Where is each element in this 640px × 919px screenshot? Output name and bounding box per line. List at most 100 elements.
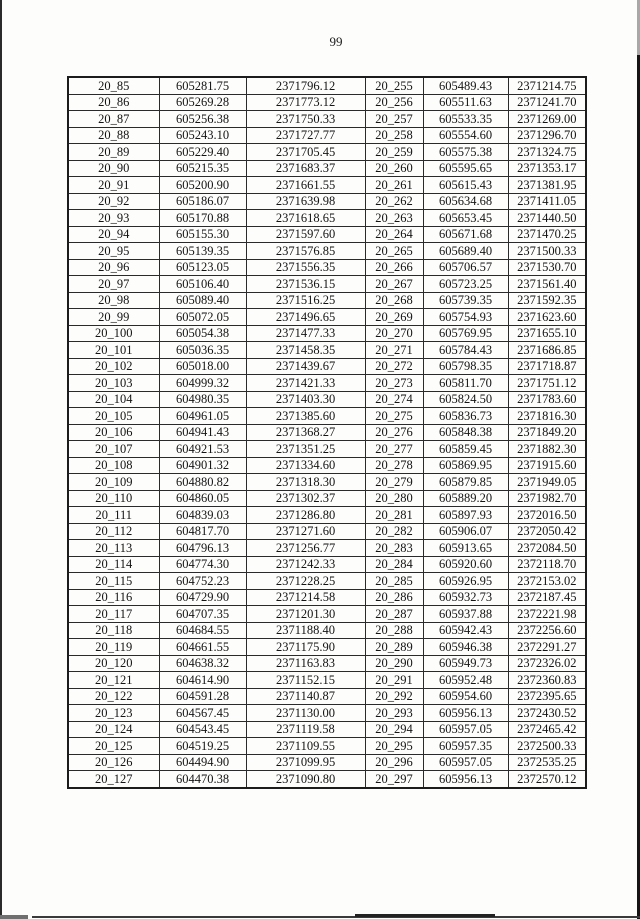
table-cell: 20_97 <box>67 275 160 293</box>
coordinate-table: 20_85 605281.75 2371796.12 20_255 605489.43 2… <box>67 76 587 789</box>
table-cell: 2371090.80 <box>245 770 366 788</box>
table-cell: 2371597.60 <box>245 225 366 243</box>
table-cell: 604494.90 <box>158 753 247 771</box>
table-cell: 20_114 <box>67 555 160 573</box>
table-cell: 20_102 <box>67 357 160 375</box>
table-cell: 605949.73 <box>422 654 509 672</box>
table-cell: 605926.95 <box>422 572 509 590</box>
table-cell: 2371516.25 <box>245 291 366 309</box>
table-cell: 605942.43 <box>422 621 509 639</box>
table-cell: 20_124 <box>67 720 160 738</box>
table-cell: 2371163.83 <box>245 654 366 672</box>
table-row: 20_117 604707.35 2371201.30 20_287 605937.88… <box>67 605 587 623</box>
table-cell: 2372118.70 <box>507 555 587 573</box>
table-cell: 2371949.05 <box>507 473 587 491</box>
table-cell: 605824.50 <box>422 390 509 408</box>
table-cell: 20_113 <box>67 539 160 557</box>
table-row: 20_99 605072.05 2371496.65 20_269 605754.93 2… <box>67 308 587 326</box>
table-cell: 605554.60 <box>422 126 509 144</box>
table-row: 20_126 604494.90 2371099.95 20_296 605957.05… <box>67 753 587 771</box>
table-cell: 20_268 <box>364 291 424 309</box>
table-cell: 20_256 <box>364 93 424 111</box>
table-cell: 2371683.37 <box>245 159 366 177</box>
table-cell: 605754.93 <box>422 308 509 326</box>
table-cell: 20_117 <box>67 605 160 623</box>
table-cell: 2371403.30 <box>245 390 366 408</box>
scan-artifact-left-edge <box>0 0 2 919</box>
table-cell: 604684.55 <box>158 621 247 639</box>
table-cell: 20_278 <box>364 456 424 474</box>
table-cell: 2371351.25 <box>245 440 366 458</box>
table-cell: 605089.40 <box>158 291 247 309</box>
table-cell: 20_297 <box>364 770 424 788</box>
table-row: 20_119 604661.55 2371175.90 20_289 605946.38… <box>67 638 587 656</box>
table-cell: 604880.82 <box>158 473 247 491</box>
table-cell: 2371324.75 <box>507 143 587 161</box>
table-cell: 20_126 <box>67 753 160 771</box>
table-cell: 2371241.70 <box>507 93 587 111</box>
table-cell: 605615.43 <box>422 176 509 194</box>
table-row: 20_90 605215.35 2371683.37 20_260 605595.65 2… <box>67 159 587 177</box>
table-cell: 2371421.33 <box>245 374 366 392</box>
table-row: 20_111 604839.03 2371286.80 20_281 605897.93… <box>67 506 587 524</box>
table-row: 20_106 604941.43 2371368.27 20_276 605848.38… <box>67 423 587 441</box>
table-cell: 605281.75 <box>158 76 247 95</box>
table-cell: 20_103 <box>67 374 160 392</box>
table-cell: 20_263 <box>364 209 424 227</box>
table-cell: 2371477.33 <box>245 324 366 342</box>
table-cell: 2371242.33 <box>245 555 366 573</box>
table-cell: 604567.45 <box>158 704 247 722</box>
table-cell: 20_116 <box>67 588 160 606</box>
table-cell: 604839.03 <box>158 506 247 524</box>
table-row: 20_107 604921.53 2371351.25 20_277 605859.45… <box>67 440 587 458</box>
table-cell: 20_295 <box>364 737 424 755</box>
table-cell: 605798.35 <box>422 357 509 375</box>
table-row: 20_108 604901.32 2371334.60 20_278 605869.95… <box>67 456 587 474</box>
table-row: 20_127 604470.38 2371090.80 20_297 605956.13… <box>67 770 587 788</box>
table-cell: 604519.25 <box>158 737 247 755</box>
table-cell: 605653.45 <box>422 209 509 227</box>
table-row: 20_105 604961.05 2371385.60 20_275 605836.73… <box>67 407 587 425</box>
table-cell: 2371353.17 <box>507 159 587 177</box>
table-cell: 2371718.87 <box>507 357 587 375</box>
table-cell: 20_127 <box>67 770 160 788</box>
table-cell: 605671.68 <box>422 225 509 243</box>
table-cell: 605123.05 <box>158 258 247 276</box>
table-cell: 2371661.55 <box>245 176 366 194</box>
table-cell: 2372570.12 <box>507 770 587 788</box>
table-cell: 605489.43 <box>422 76 509 95</box>
table-cell: 605784.43 <box>422 341 509 359</box>
table-cell: 2372360.83 <box>507 671 587 689</box>
table-cell: 605906.07 <box>422 522 509 540</box>
table-cell: 2371750.33 <box>245 110 366 128</box>
table-cell: 2371639.98 <box>245 192 366 210</box>
table-cell: 2372050.42 <box>507 522 587 540</box>
page-number: 99 <box>329 34 343 49</box>
table-cell: 2372430.52 <box>507 704 587 722</box>
table-cell: 605072.05 <box>158 308 247 326</box>
table-cell: 2371256.77 <box>245 539 366 557</box>
table-cell: 605954.60 <box>422 687 509 705</box>
table-cell: 2371556.35 <box>245 258 366 276</box>
table-cell: 605706.57 <box>422 258 509 276</box>
table-row: 20_120 604638.32 2371163.83 20_290 605949.73… <box>67 654 587 672</box>
table-cell: 605269.28 <box>158 93 247 111</box>
table-row: 20_91 605200.90 2371661.55 20_261 605615.43 2… <box>67 176 587 194</box>
table-cell: 605889.20 <box>422 489 509 507</box>
table-cell: 605920.60 <box>422 555 509 573</box>
table-cell: 2371271.60 <box>245 522 366 540</box>
table-cell: 20_261 <box>364 176 424 194</box>
table-row: 20_123 604567.45 2371130.00 20_293 605956.13… <box>67 704 587 722</box>
table-cell: 2371099.95 <box>245 753 366 771</box>
table-cell: 2371773.12 <box>245 93 366 111</box>
table-cell: 2371816.30 <box>507 407 587 425</box>
table-cell: 20_121 <box>67 671 160 689</box>
table-cell: 604921.53 <box>158 440 247 458</box>
table-cell: 604470.38 <box>158 770 247 788</box>
table-cell: 2371496.65 <box>245 308 366 326</box>
table-cell: 605170.88 <box>158 209 247 227</box>
table-cell: 604543.45 <box>158 720 247 738</box>
table-cell: 604817.70 <box>158 522 247 540</box>
table-row: 20_115 604752.23 2371228.25 20_285 605926.95… <box>67 572 587 590</box>
table-cell: 20_88 <box>67 126 160 144</box>
